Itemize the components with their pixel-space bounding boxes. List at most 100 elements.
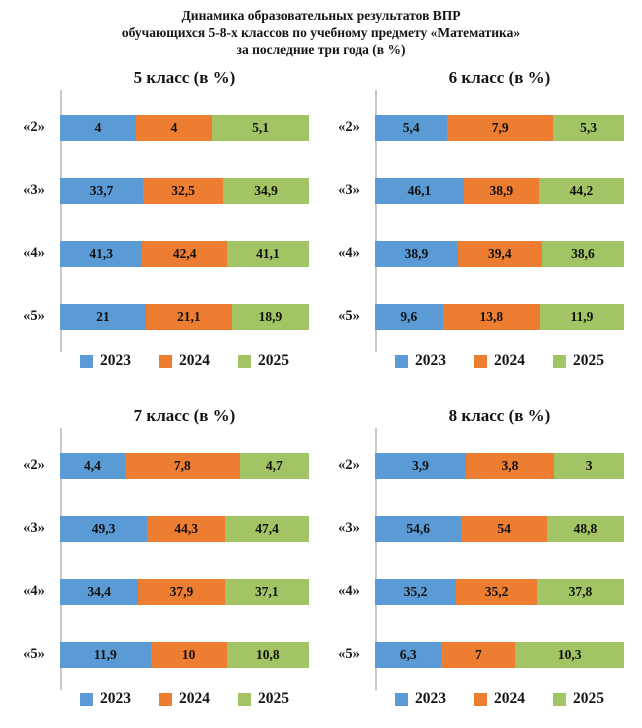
category-label: «4» bbox=[338, 245, 360, 261]
bar-segment-2023: 38,9 bbox=[375, 240, 458, 267]
legend-item-2025: 2025 bbox=[238, 690, 289, 708]
chart-legend-grade-5: 2023 2024 2025 bbox=[60, 352, 309, 370]
legend-swatch-2023 bbox=[80, 692, 93, 706]
category-label: «4» bbox=[23, 245, 45, 261]
legend-swatch-2025 bbox=[238, 354, 251, 368]
legend-item-2023: 2023 bbox=[395, 690, 446, 708]
bar-segment-2024: 37,9 bbox=[138, 578, 225, 605]
bar-row: «5» 9,6 13,8 11,9 bbox=[323, 285, 624, 348]
bar-segment-2025: 37,8 bbox=[537, 578, 624, 605]
bar-segment-2023: 4 bbox=[60, 114, 137, 141]
bar-segment-2025: 41,1 bbox=[226, 240, 309, 267]
category-label: «5» bbox=[338, 646, 360, 662]
legend-item-2025: 2025 bbox=[553, 352, 604, 370]
bar-row: «2» 5,4 7,9 5,3 bbox=[323, 96, 624, 159]
category-label: «4» bbox=[23, 583, 45, 599]
bar-row: «5» 21 21,1 18,9 bbox=[8, 285, 309, 348]
bar-row: «5» 11,9 10 10,8 bbox=[8, 623, 309, 686]
legend-swatch-2023 bbox=[80, 354, 93, 368]
bar-segment-2023: 9,6 bbox=[375, 303, 443, 330]
legend-year-label: 2025 bbox=[258, 352, 289, 369]
bar-track: 5,4 7,9 5,3 bbox=[375, 114, 624, 141]
main-title-line-3: за последние три года (в %) bbox=[236, 42, 406, 57]
bar-track: 11,9 10 10,8 bbox=[60, 641, 309, 668]
chart-title-grade-8: 8 класс (в %) bbox=[448, 406, 551, 425]
main-title-line-2: обучающихся 5-8-х классов по учебному пр… bbox=[121, 25, 521, 40]
bar-segment-2025: 48,8 bbox=[546, 515, 624, 542]
bar-segment-2025: 38,6 bbox=[541, 240, 624, 267]
bar-track: 4,4 7,8 4,7 bbox=[60, 452, 309, 479]
legend-year-label: 2023 bbox=[100, 352, 131, 369]
bar-row: «2» 4,4 7,8 4,7 bbox=[8, 434, 309, 497]
chart-plot-grade-6: «2» 5,4 7,9 5,3 «3» 46,1 38,9 44,2 «4» 38,9 39,4 38… bbox=[323, 88, 624, 352]
bar-segment-2023: 41,3 bbox=[60, 240, 143, 267]
bar-track: 4 4 5,1 bbox=[60, 114, 309, 141]
category-label: «2» bbox=[23, 457, 45, 473]
bar-row: «5» 6,3 7 10,3 bbox=[323, 623, 624, 686]
legend-item-2023: 2023 bbox=[395, 352, 446, 370]
category-label: «2» bbox=[338, 119, 360, 135]
bar-segment-2023: 3,9 bbox=[375, 452, 466, 479]
bar-row: «3» 46,1 38,9 44,2 bbox=[323, 159, 624, 222]
bar-track: 49,3 44,3 47,4 bbox=[60, 515, 309, 542]
bar-segment-2023: 5,4 bbox=[375, 114, 448, 141]
legend-swatch-2025 bbox=[553, 692, 566, 706]
bar-segment-2024: 38,9 bbox=[463, 177, 539, 204]
y-axis-line bbox=[60, 90, 62, 352]
bar-segment-2025: 18,9 bbox=[231, 303, 309, 330]
bar-row: «4» 41,3 42,4 41,1 bbox=[8, 222, 309, 285]
chart-plot-grade-5: «2» 4 4 5,1 «3» 33,7 32,5 34,9 «4» 41,3 42,4 41,1 «5… bbox=[8, 88, 309, 352]
bar-segment-2024: 44,3 bbox=[147, 515, 226, 542]
y-axis-line bbox=[375, 90, 377, 352]
legend-swatch-2024 bbox=[474, 692, 487, 706]
legend-item-2023: 2023 bbox=[80, 690, 131, 708]
legend-item-2023: 2023 bbox=[80, 352, 131, 370]
bar-segment-2025: 10,8 bbox=[226, 641, 309, 668]
bar-track: 21 21,1 18,9 bbox=[60, 303, 309, 330]
bar-segment-2025: 34,9 bbox=[223, 177, 309, 204]
legend-year-label: 2024 bbox=[179, 352, 210, 369]
bar-segment-2024: 32,5 bbox=[143, 177, 224, 204]
legend-year-label: 2025 bbox=[258, 690, 289, 707]
legend-year-label: 2023 bbox=[415, 352, 446, 369]
main-title: Динамика образовательных результатов ВПР… bbox=[0, 0, 642, 58]
chart-legend-grade-6: 2023 2024 2025 bbox=[375, 352, 624, 370]
bar-track: 46,1 38,9 44,2 bbox=[375, 177, 624, 204]
bar-segment-2025: 11,9 bbox=[540, 303, 624, 330]
bar-row: «3» 54,6 54 48,8 bbox=[323, 497, 624, 560]
bar-segment-2024: 54 bbox=[461, 515, 547, 542]
bar-row: «4» 34,4 37,9 37,1 bbox=[8, 560, 309, 623]
chart-title-grade-7: 7 класс (в %) bbox=[133, 406, 236, 425]
bar-row: «3» 33,7 32,5 34,9 bbox=[8, 159, 309, 222]
chart-plot-grade-7: «2» 4,4 7,8 4,7 «3» 49,3 44,3 47,4 «4» 34,4 37,9 37… bbox=[8, 426, 309, 690]
bar-segment-2023: 35,2 bbox=[375, 578, 456, 605]
legend-swatch-2023 bbox=[395, 354, 408, 368]
bar-track: 33,7 32,5 34,9 bbox=[60, 177, 309, 204]
bar-row: «2» 3,9 3,8 3 bbox=[323, 434, 624, 497]
bar-track: 38,9 39,4 38,6 bbox=[375, 240, 624, 267]
chart-panel-grade-8: 8 класс (в %) «2» 3,9 3,8 3 «3» 54,6 54 48,8 «4»… bbox=[323, 400, 624, 708]
chart-legend-grade-7: 2023 2024 2025 bbox=[60, 690, 309, 708]
bar-segment-2025: 3 bbox=[554, 452, 624, 479]
bar-segment-2023: 54,6 bbox=[375, 515, 462, 542]
y-axis-line bbox=[60, 428, 62, 690]
legend-item-2024: 2024 bbox=[474, 690, 525, 708]
category-label: «5» bbox=[23, 646, 45, 662]
bar-segment-2025: 47,4 bbox=[225, 515, 309, 542]
legend-swatch-2024 bbox=[159, 354, 172, 368]
bar-row: «3» 49,3 44,3 47,4 bbox=[8, 497, 309, 560]
bar-segment-2024: 3,8 bbox=[465, 452, 555, 479]
bar-segment-2025: 37,1 bbox=[224, 578, 309, 605]
bar-segment-2023: 34,4 bbox=[60, 578, 139, 605]
bar-segment-2023: 33,7 bbox=[60, 177, 143, 204]
bar-segment-2023: 46,1 bbox=[375, 177, 464, 204]
legend-swatch-2024 bbox=[159, 692, 172, 706]
bar-segment-2024: 7,9 bbox=[447, 114, 554, 141]
bar-segment-2025: 4,7 bbox=[239, 452, 309, 479]
bar-track: 35,2 35,2 37,8 bbox=[375, 578, 624, 605]
bar-segment-2024: 7,8 bbox=[124, 452, 240, 479]
legend-year-label: 2024 bbox=[494, 352, 525, 369]
legend-year-label: 2024 bbox=[494, 690, 525, 707]
bar-segment-2023: 49,3 bbox=[60, 515, 148, 542]
bar-segment-2024: 13,8 bbox=[442, 303, 541, 330]
